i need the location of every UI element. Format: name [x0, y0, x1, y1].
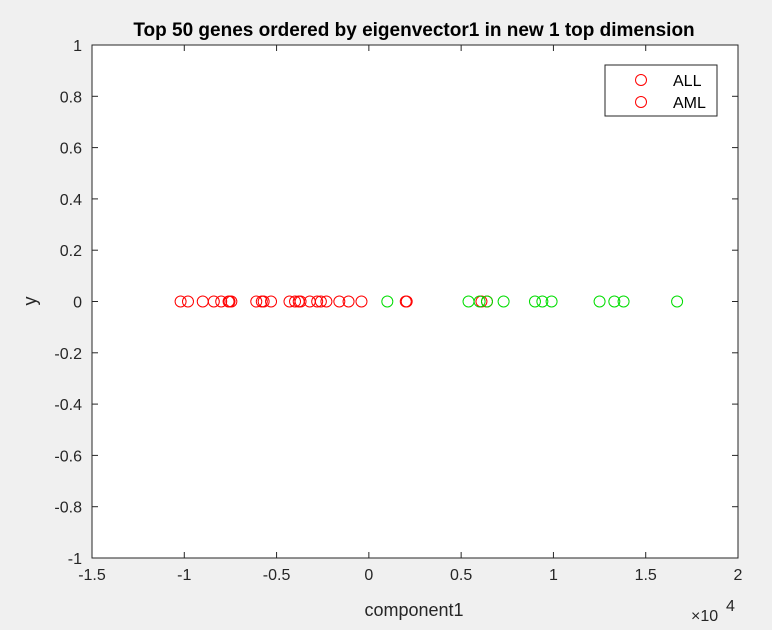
- data-point: [181, 295, 194, 308]
- legend: ALL AML: [604, 64, 718, 117]
- x-tick-label: -1: [177, 567, 191, 584]
- x-tick-label: -0.5: [263, 567, 291, 584]
- data-point: [473, 295, 486, 308]
- legend-marker-aml: [635, 96, 647, 108]
- data-point: [215, 295, 228, 308]
- data-point: [617, 295, 630, 308]
- x-tick-label: 1: [549, 567, 558, 584]
- x-exponent-label: ×10 4: [691, 598, 735, 625]
- x-tick-label: 0: [364, 567, 373, 584]
- y-tick-label: -0.4: [54, 397, 82, 414]
- data-points: [174, 295, 684, 308]
- data-point: [207, 295, 220, 308]
- data-point: [294, 295, 307, 308]
- data-point: [528, 295, 541, 308]
- y-tick-label: 0: [73, 295, 82, 312]
- y-tick-label: 0.4: [60, 192, 82, 209]
- x-tick-label: 0.5: [450, 567, 472, 584]
- data-point: [314, 295, 327, 308]
- y-tick-label: -0.6: [54, 448, 82, 465]
- data-point: [400, 295, 413, 308]
- data-point: [480, 295, 493, 308]
- legend-label-all: ALL: [673, 73, 702, 90]
- y-tick-label: 1: [73, 38, 82, 55]
- data-point: [671, 295, 684, 308]
- legend-marker-all: [635, 74, 647, 86]
- data-point: [545, 295, 558, 308]
- data-point: [342, 295, 355, 308]
- data-point: [225, 295, 238, 308]
- chart-title: Top 50 genes ordered by eigenvector1 in …: [133, 20, 694, 41]
- legend-box: [604, 64, 718, 117]
- y-tick-label: -1: [68, 551, 82, 568]
- x-tick-label: 2: [734, 567, 743, 584]
- x-exponent-base: ×10: [691, 608, 718, 625]
- data-point: [250, 295, 263, 308]
- data-point: [311, 295, 324, 308]
- x-tick-label: 1.5: [635, 567, 657, 584]
- data-point: [381, 295, 394, 308]
- data-point: [593, 295, 606, 308]
- data-point: [289, 295, 302, 308]
- data-point: [608, 295, 621, 308]
- data-point: [320, 295, 333, 308]
- data-point: [174, 295, 187, 308]
- x-tick-label: -1.5: [78, 567, 106, 584]
- data-point: [497, 295, 510, 308]
- x-exponent-power: 4: [726, 598, 735, 615]
- y-tick-label: 0.2: [60, 243, 82, 260]
- y-axis-label: y: [20, 297, 40, 306]
- y-tick-label: -0.8: [54, 500, 82, 517]
- y-tick-label: 0.6: [60, 141, 82, 158]
- legend-label-aml: AML: [673, 95, 706, 112]
- data-point: [257, 295, 270, 308]
- data-point: [333, 295, 346, 308]
- y-ticks: -1 -0.8 -0.6 -0.4 -0.2 0 0.2 0.4 0.6 0.8 1: [54, 38, 738, 568]
- data-point: [536, 295, 549, 308]
- data-point: [265, 295, 278, 308]
- plot-area: [92, 45, 738, 558]
- x-ticks: -1.5 -1 -0.5 0 0.5 1 1.5 2: [78, 45, 743, 584]
- data-point: [355, 295, 368, 308]
- x-axis-label: component1: [364, 600, 463, 620]
- y-tick-label: 0.8: [60, 89, 82, 106]
- y-tick-label: -0.2: [54, 346, 82, 363]
